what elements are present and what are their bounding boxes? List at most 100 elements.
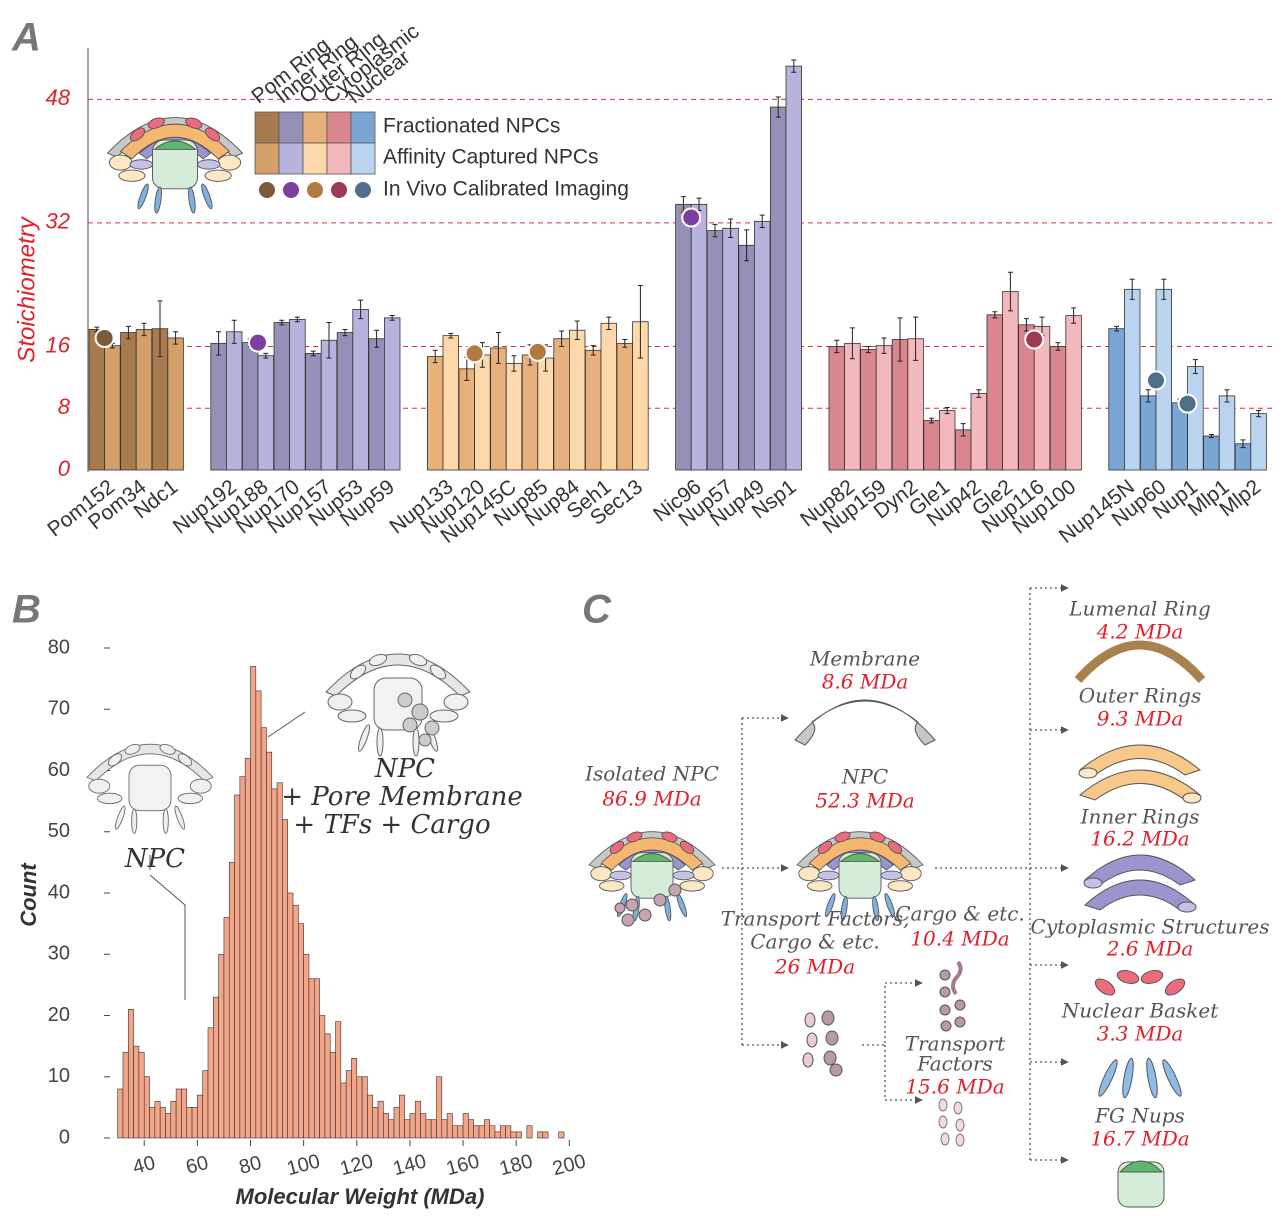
legend-swatch [278,142,304,175]
panel-label: C [582,588,612,632]
bar [426,356,444,471]
bar [875,345,893,471]
bar [210,342,227,471]
bar [1187,366,1204,471]
error-bar [574,320,580,340]
histogram-bar [186,1107,193,1139]
node-value: 9.3 MDa [1097,707,1184,731]
x-tick-label: 60 [184,1152,211,1179]
node-value: 10.4 MDa [910,927,1009,951]
annotation: + TFs + Cargo [293,810,490,840]
histogram-bar [457,1125,464,1139]
legend-label: In Vivo Calibrated Imaging [383,178,629,201]
histogram-bar [494,1131,501,1139]
error-bar [590,345,596,356]
y-tick-label: 48 [46,85,71,110]
bar [1124,288,1141,471]
histogram-bar [170,1100,177,1139]
histogram-bar [165,1113,172,1139]
bar [474,354,491,471]
bar [320,339,338,471]
histogram-bar [452,1125,459,1139]
histogram-bar [181,1088,188,1139]
error-bar [944,406,950,415]
error-bar [157,300,163,357]
node-label: Isolated NPC [584,762,719,786]
node-label: Cargo & etc. [895,902,1025,926]
bar [1140,395,1157,471]
error-bar [216,331,222,356]
x-axis-label: Molecular Weight (MDa) [236,1184,485,1209]
histogram-bar [473,1125,480,1139]
legend-swatch [278,111,304,144]
panel-a: 08163248Pom152Pom34Ndc1Nup192Nup188Nup17… [43,20,1272,548]
error-bar [1240,439,1246,449]
cargo-shape [939,960,966,1032]
error-bar [849,327,855,360]
y-tick-label: 40 [48,881,70,903]
error-bar [865,345,871,354]
node-label: Nuclear Basket [1061,999,1219,1023]
histogram-bar [398,1094,405,1139]
node-label: Membrane [809,647,920,671]
error-bar [637,284,643,359]
annotation: NPC [124,844,185,874]
node-value: 16.7 MDa [1090,1127,1189,1151]
npc-icon [107,115,243,214]
histogram-bar [404,1119,411,1139]
bar [167,337,184,471]
node-value: 52.3 MDa [815,789,914,813]
legend-swatch [350,111,376,144]
error-bar [744,229,750,262]
outer-rings-shape [1078,744,1202,804]
bar [844,342,861,471]
histogram-bar [244,757,251,1139]
x-tick-label: 180 [497,1150,535,1180]
error-bar [929,417,935,424]
histogram-bar [361,1076,368,1139]
histogram-bar [478,1125,485,1139]
histogram-bar [154,1100,161,1139]
histogram-bar [489,1125,496,1139]
node-value: 26 MDa [774,955,855,979]
error-bar [1055,342,1061,351]
histogram-bar [377,1100,384,1139]
node-value: 15.6 MDa [905,1075,1004,1099]
bar [1065,315,1082,471]
cytoplasmic-shape [1094,970,1186,996]
bar [722,227,739,471]
bar [675,203,692,471]
bar [1049,346,1067,471]
error-bar [1071,307,1077,324]
error-bar [342,328,348,337]
legend-dot [355,182,371,198]
bar [352,308,369,471]
histogram-bar [356,1076,363,1139]
error-bar [559,330,565,347]
histogram-bar [414,1100,421,1139]
histogram-bar [393,1107,400,1139]
npc-icon [86,742,214,834]
error-bar [960,423,966,437]
node-value: 2.6 MDa [1106,937,1194,961]
legend-swatch [302,111,328,144]
histogram-bar [255,690,262,1139]
histogram-bar [388,1119,395,1139]
legend-dot [259,182,275,198]
histogram-bar [484,1119,490,1139]
histogram-bar [324,1033,331,1139]
bar [537,357,554,471]
leader-line [149,874,186,1000]
histogram-bar [441,1119,448,1139]
error-bar [1192,359,1198,374]
histogram-bar [505,1125,512,1139]
histogram-bar [425,1119,432,1139]
imaging-dot [248,332,268,353]
legend-swatch [350,142,376,175]
node-label: Cargo & etc. [750,930,880,954]
bar [828,346,846,471]
legend-swatch [302,142,328,175]
panel-b: 0 10 20 30 40 50 60 70 80 40 60 80 100 120 140 160 180 20… [48,636,588,1180]
error-bar [759,214,765,229]
